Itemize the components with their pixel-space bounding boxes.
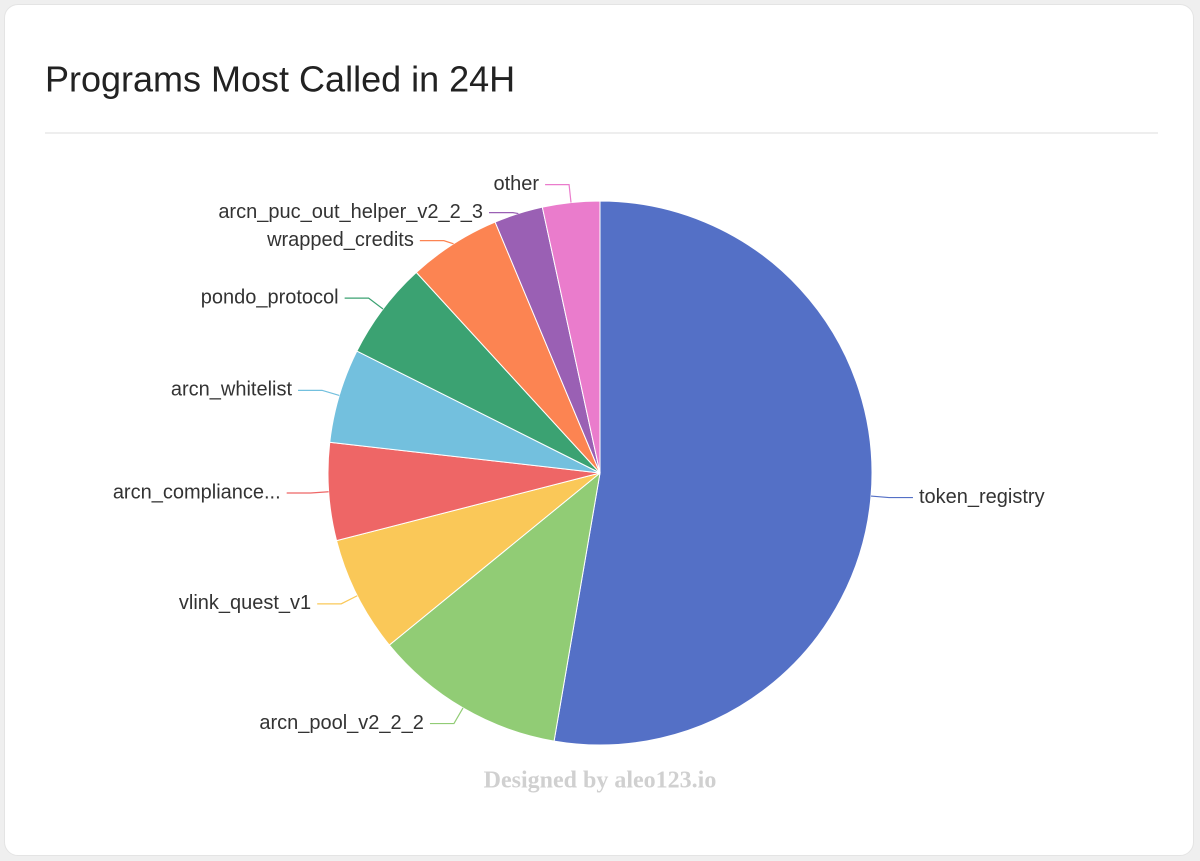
watermark: Designed by aleo123.io xyxy=(484,768,717,794)
slice-label: token_registry xyxy=(919,486,1045,508)
pie-slice xyxy=(388,471,601,742)
leader-line xyxy=(344,297,384,310)
leader-line xyxy=(870,495,913,499)
slice-label: arcn_whitelist xyxy=(171,379,293,401)
slice-label: vlink_quest_v1 xyxy=(179,592,311,614)
leader-line xyxy=(317,595,358,605)
slice-label: arcn_compliance... xyxy=(113,481,281,503)
leader-line xyxy=(298,389,340,397)
slice-label: wrapped_credits xyxy=(266,229,414,251)
leader-line xyxy=(419,240,454,245)
slice-label: other xyxy=(493,173,539,195)
leader-line xyxy=(488,212,519,215)
leader-line xyxy=(429,707,464,725)
pie-slice xyxy=(541,200,601,474)
chart-title: Programs Most Called in 24H xyxy=(45,59,515,100)
slice-label: pondo_protocol xyxy=(201,286,339,308)
slice-label: arcn_pool_v2_2_2 xyxy=(259,712,424,734)
pie-slice xyxy=(335,472,601,646)
pie-slice xyxy=(553,200,873,746)
slice-label: arcn_puc_out_helper_v2_2_3 xyxy=(218,201,483,223)
leader-line xyxy=(286,491,329,494)
leader-line xyxy=(545,184,572,203)
